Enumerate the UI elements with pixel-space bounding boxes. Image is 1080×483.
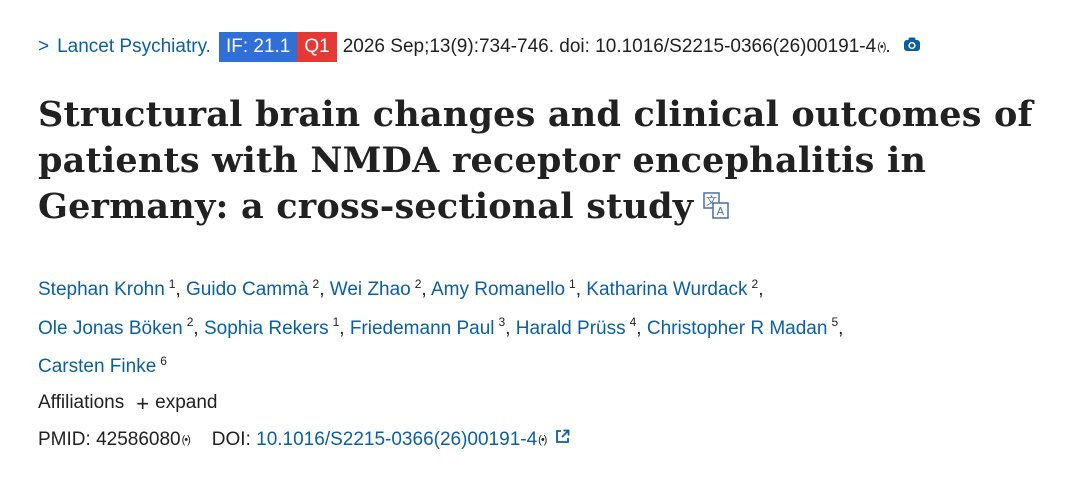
- impact-factor-badge: IF: 21.1: [218, 32, 298, 62]
- affiliation-number[interactable]: 3: [498, 315, 506, 330]
- author: Amy Romanello 1,: [430, 277, 587, 301]
- camera-icon[interactable]: [903, 36, 921, 58]
- affiliation-number[interactable]: 2: [186, 315, 194, 330]
- author-list: Stephan Krohn 1, Guido Cammà 2, Wei Zhao 2,…: [38, 268, 1048, 383]
- affiliation-number[interactable]: 5: [831, 315, 839, 330]
- chevron-right-icon[interactable]: >: [38, 36, 50, 57]
- pmid-label: PMID:: [38, 428, 91, 450]
- expand-label: expand: [155, 392, 218, 413]
- journal-link[interactable]: Lancet Psychiatry.: [57, 36, 211, 57]
- author: Guido Cammà 2,: [186, 277, 330, 301]
- affiliation-number[interactable]: 1: [569, 277, 576, 291]
- author-link[interactable]: Christopher R Madan: [646, 317, 828, 339]
- page-title: Structural brain changes and clinical ou…: [38, 92, 1038, 232]
- affiliation-number[interactable]: 6: [160, 353, 167, 368]
- pmid-value: 42586080: [96, 428, 181, 450]
- citation-text: 2026 Sep;13(9):734-746. doi: 10.1016/S22…: [342, 36, 877, 57]
- signal-mark: (•): [538, 433, 547, 446]
- quartile-badge: Q1: [297, 32, 337, 62]
- affiliations-row: Affiliations + expand: [38, 392, 217, 414]
- affiliation-number[interactable]: 2: [414, 277, 422, 291]
- plus-icon: +: [136, 390, 150, 416]
- author: Wei Zhao 2,: [329, 277, 431, 301]
- author-link[interactable]: Harald Prüss: [515, 317, 626, 339]
- author: Stephan Krohn 1,: [38, 277, 187, 301]
- author-link[interactable]: Katharina Wurdack: [586, 279, 748, 301]
- author-link[interactable]: Ole Jonas Böken: [38, 317, 183, 339]
- affiliation-number[interactable]: 2: [312, 277, 320, 291]
- doi-label: DOI:: [211, 428, 251, 450]
- author: Friedemann Paul 3,: [349, 315, 516, 339]
- identifiers-row: PMID: 42586080 (•) DOI: 10.1016/S2215-036…: [38, 428, 571, 451]
- expand-affiliations-button[interactable]: + expand: [136, 392, 217, 414]
- svg-text:A: A: [717, 205, 725, 218]
- author: Harald Prüss 4,: [515, 315, 647, 339]
- author: Sophia Rekers 1,: [203, 315, 350, 339]
- svg-text:文: 文: [706, 193, 717, 207]
- signal-mark: (•): [181, 433, 191, 446]
- author-link[interactable]: Sophia Rekers: [203, 317, 329, 339]
- affiliation-number[interactable]: 1: [332, 315, 340, 330]
- affiliations-label: Affiliations: [38, 392, 125, 413]
- author-link[interactable]: Friedemann Paul: [349, 317, 495, 339]
- external-link-icon[interactable]: [554, 428, 571, 451]
- author-link[interactable]: Wei Zhao: [329, 279, 411, 301]
- article-title: Structural brain changes and clinical ou…: [38, 94, 1033, 227]
- author: Katharina Wurdack 2,: [586, 277, 764, 301]
- affiliation-number[interactable]: 1: [168, 277, 176, 291]
- author-link[interactable]: Guido Cammà: [186, 279, 309, 301]
- affiliation-number[interactable]: 2: [751, 277, 759, 291]
- author-link[interactable]: Carsten Finke: [38, 355, 157, 377]
- affiliation-number[interactable]: 4: [629, 315, 637, 330]
- author: Carsten Finke 6: [38, 353, 167, 377]
- author-link[interactable]: Amy Romanello: [430, 279, 566, 301]
- author-link[interactable]: Stephan Krohn: [38, 279, 165, 301]
- translate-icon[interactable]: 文 A: [703, 186, 730, 232]
- author: Ole Jonas Böken 2,: [38, 315, 204, 339]
- signal-mark: (•): [877, 41, 886, 53]
- author: Christopher R Madan 5,: [646, 315, 844, 339]
- journal-citation-line: > Lancet Psychiatry. IF: 21.1 Q1 2026 Se…: [38, 32, 921, 62]
- doi-link[interactable]: 10.1016/S2215-0366(26)00191-4: [256, 428, 538, 450]
- citation-trailing: .: [885, 36, 891, 57]
